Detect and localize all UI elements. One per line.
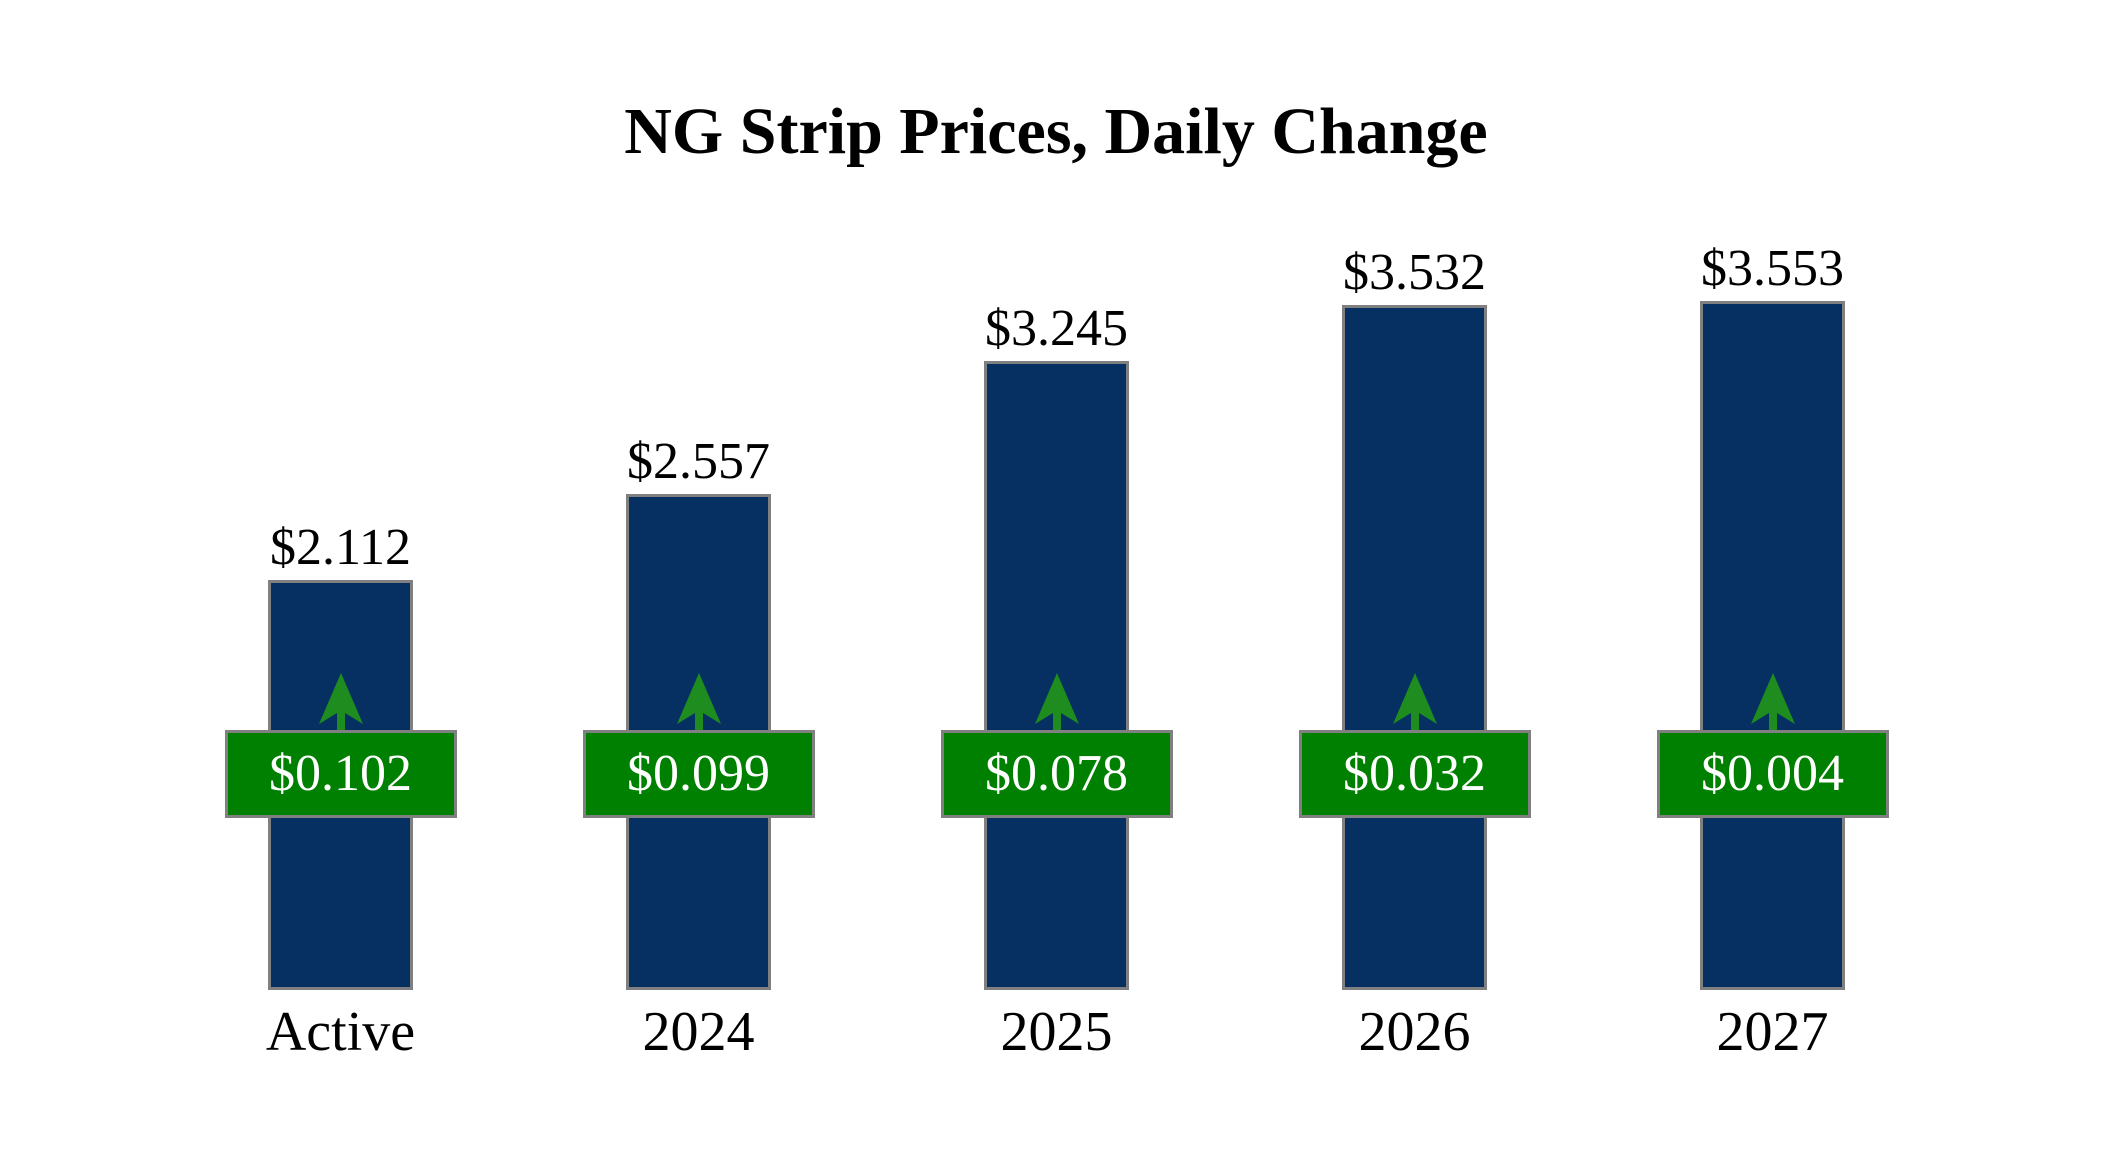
daily-change-label: $0.099 bbox=[627, 745, 770, 802]
category-label: 2027 bbox=[1716, 1001, 1829, 1063]
bar-value-label: $3.553 bbox=[1701, 240, 1844, 297]
bar-value-label: $2.112 bbox=[269, 519, 412, 576]
bar bbox=[1700, 301, 1845, 990]
daily-change-label: $0.032 bbox=[1343, 745, 1486, 802]
category-label: 2025 bbox=[1000, 1001, 1113, 1063]
up-arrow-icon bbox=[1750, 673, 1795, 730]
up-arrow-icon bbox=[676, 673, 721, 730]
bar-value-label: $2.557 bbox=[627, 433, 770, 490]
daily-change-label: $0.102 bbox=[269, 745, 412, 802]
chart-title: NG Strip Prices, Daily Change bbox=[624, 95, 1488, 168]
daily-change-badge: $0.099 bbox=[582, 730, 815, 818]
bar-value-label: $3.532 bbox=[1343, 244, 1486, 301]
daily-change-label: $0.004 bbox=[1701, 745, 1844, 802]
bar bbox=[1342, 305, 1487, 990]
up-arrow-icon bbox=[1034, 673, 1079, 730]
up-arrow-icon bbox=[318, 673, 363, 730]
up-arrow-icon bbox=[1392, 673, 1437, 730]
daily-change-label: $0.078 bbox=[985, 745, 1128, 802]
category-label: 2026 bbox=[1358, 1001, 1471, 1063]
bar-value-label: $3.245 bbox=[985, 300, 1128, 357]
daily-change-badge: $0.032 bbox=[1298, 730, 1531, 818]
category-label: 2024 bbox=[642, 1001, 755, 1063]
daily-change-badge: $0.102 bbox=[224, 730, 457, 818]
daily-change-badge: $0.078 bbox=[940, 730, 1173, 818]
category-label: Active bbox=[265, 1001, 416, 1063]
daily-change-badge: $0.004 bbox=[1656, 730, 1889, 818]
